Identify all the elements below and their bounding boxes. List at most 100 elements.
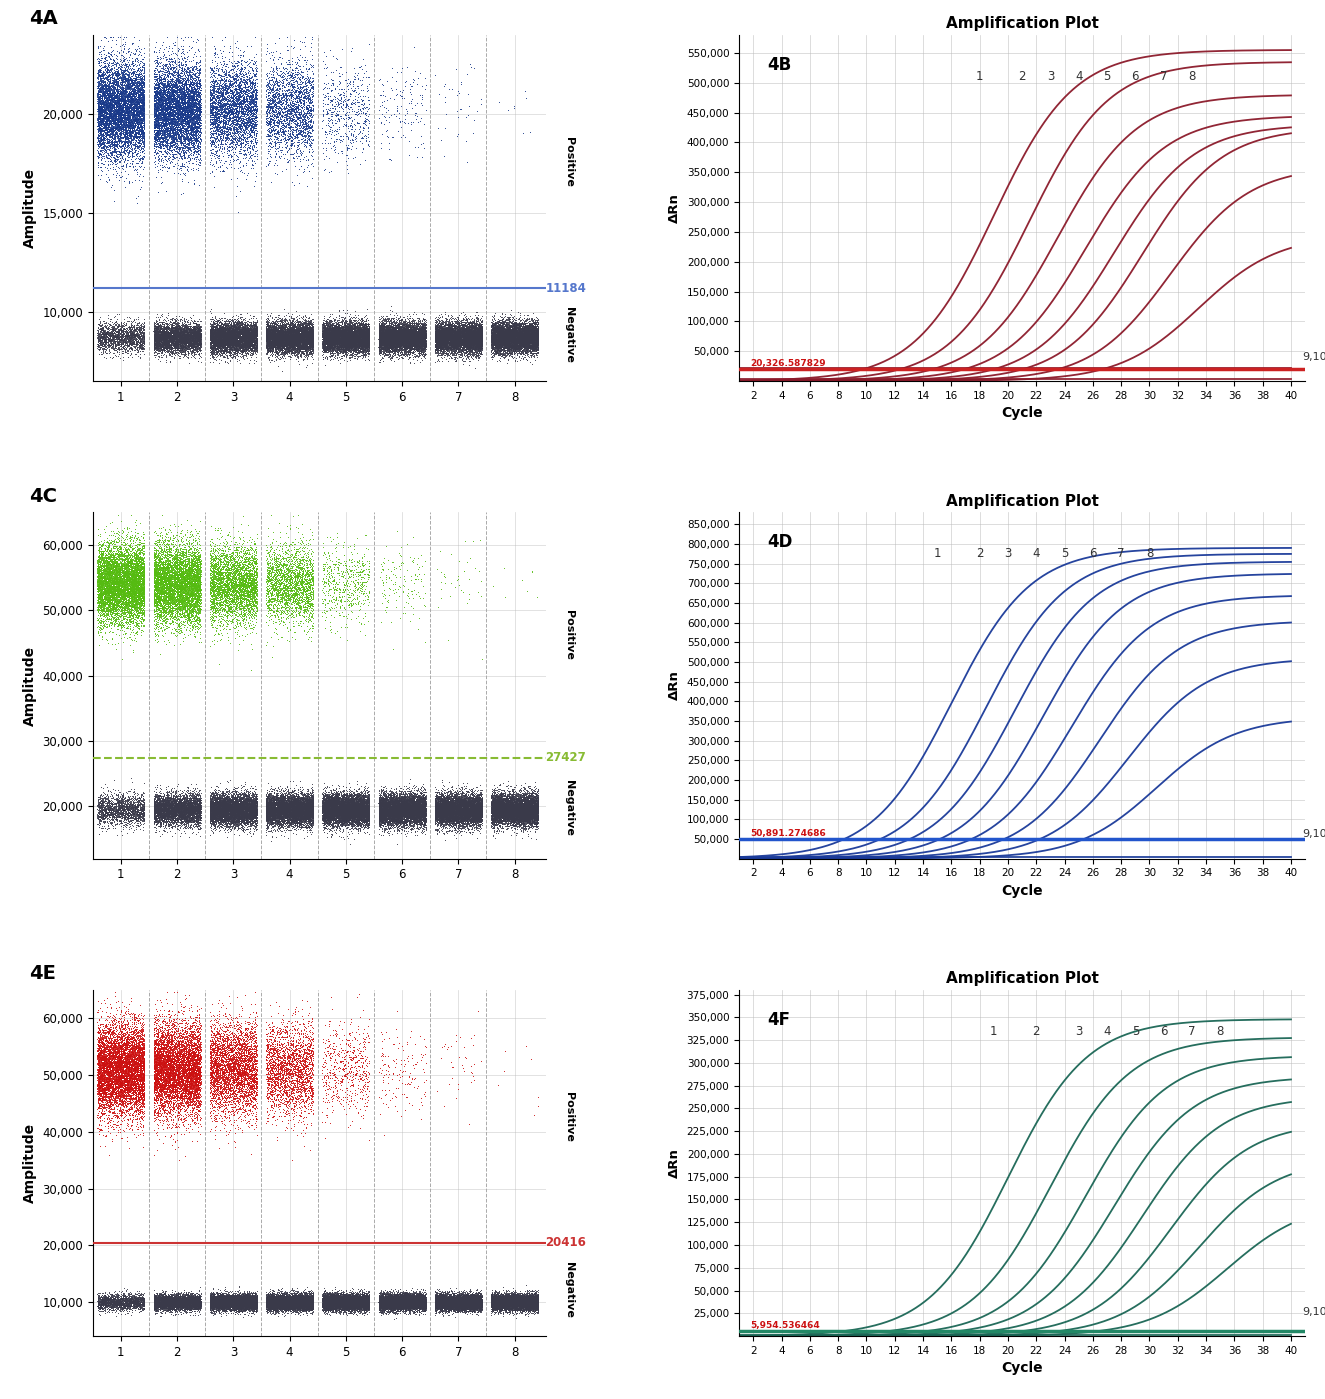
- Point: [215, 318, 236, 340]
- Point: [333, 804, 354, 827]
- Point: [492, 802, 513, 824]
- Point: [89, 574, 110, 596]
- Point: [148, 1090, 170, 1112]
- Point: [229, 1294, 250, 1316]
- Point: [521, 1294, 542, 1316]
- Point: [427, 788, 448, 810]
- Point: [148, 101, 170, 123]
- Point: [352, 337, 374, 360]
- Point: [433, 332, 454, 354]
- Point: [129, 326, 150, 348]
- Point: [372, 1287, 394, 1309]
- Point: [435, 800, 456, 823]
- Point: [240, 1286, 261, 1308]
- Point: [111, 1051, 132, 1073]
- Point: [498, 325, 519, 347]
- Point: [413, 799, 435, 821]
- Point: [188, 1293, 209, 1315]
- Point: [235, 1287, 256, 1309]
- Point: [188, 558, 209, 581]
- Point: [443, 320, 464, 343]
- Point: [441, 810, 462, 832]
- Point: [236, 104, 257, 126]
- Point: [425, 802, 447, 824]
- Point: [334, 325, 355, 347]
- Point: [494, 326, 515, 348]
- Point: [297, 797, 318, 820]
- Point: [260, 588, 281, 610]
- Point: [117, 1074, 138, 1097]
- Point: [219, 1077, 240, 1100]
- Point: [314, 1288, 335, 1311]
- Point: [466, 322, 488, 344]
- Point: [401, 1295, 423, 1318]
- Point: [461, 802, 482, 824]
- Point: [106, 1114, 127, 1136]
- Point: [245, 607, 266, 630]
- Point: [313, 1294, 334, 1316]
- Point: [481, 336, 502, 358]
- Point: [164, 1295, 186, 1318]
- Point: [386, 1290, 407, 1312]
- Point: [387, 343, 408, 365]
- Point: [172, 586, 193, 609]
- Point: [314, 803, 335, 825]
- Point: [494, 1290, 515, 1312]
- Point: [201, 810, 223, 832]
- Point: [204, 1287, 225, 1309]
- Point: [225, 800, 246, 823]
- Point: [146, 532, 167, 554]
- Point: [297, 1286, 318, 1308]
- Point: [403, 334, 424, 357]
- Point: [147, 1088, 168, 1111]
- Point: [205, 589, 227, 611]
- Point: [515, 1291, 537, 1314]
- Point: [515, 804, 537, 827]
- Point: [439, 782, 460, 804]
- Point: [89, 1053, 110, 1076]
- Point: [221, 152, 242, 175]
- Point: [132, 571, 154, 593]
- Point: [146, 627, 167, 649]
- Point: [151, 1290, 172, 1312]
- Point: [341, 796, 362, 818]
- Point: [178, 1291, 199, 1314]
- Point: [102, 562, 123, 585]
- Point: [101, 568, 122, 590]
- Point: [179, 809, 200, 831]
- Point: [333, 802, 354, 824]
- Point: [380, 325, 401, 347]
- Point: [398, 803, 419, 825]
- Point: [302, 565, 323, 588]
- Point: [346, 320, 367, 343]
- Point: [129, 560, 150, 582]
- Point: [281, 790, 302, 813]
- Point: [411, 318, 432, 340]
- Point: [235, 327, 256, 350]
- Point: [94, 1077, 115, 1100]
- Point: [155, 557, 176, 579]
- Point: [113, 1032, 134, 1055]
- Point: [129, 1286, 150, 1308]
- Point: [427, 1290, 448, 1312]
- Point: [376, 799, 398, 821]
- Point: [171, 1056, 192, 1079]
- Point: [176, 332, 197, 354]
- Point: [482, 334, 504, 357]
- Point: [509, 1291, 530, 1314]
- Point: [523, 312, 545, 334]
- Point: [315, 1288, 337, 1311]
- Point: [315, 1291, 337, 1314]
- Point: [461, 322, 482, 344]
- Point: [431, 797, 452, 820]
- Point: [220, 814, 241, 837]
- Point: [268, 63, 289, 85]
- Point: [314, 1281, 335, 1304]
- Point: [444, 797, 465, 820]
- Point: [264, 802, 285, 824]
- Point: [375, 319, 396, 341]
- Point: [333, 325, 354, 347]
- Point: [470, 807, 492, 830]
- Point: [295, 799, 317, 821]
- Point: [457, 804, 478, 827]
